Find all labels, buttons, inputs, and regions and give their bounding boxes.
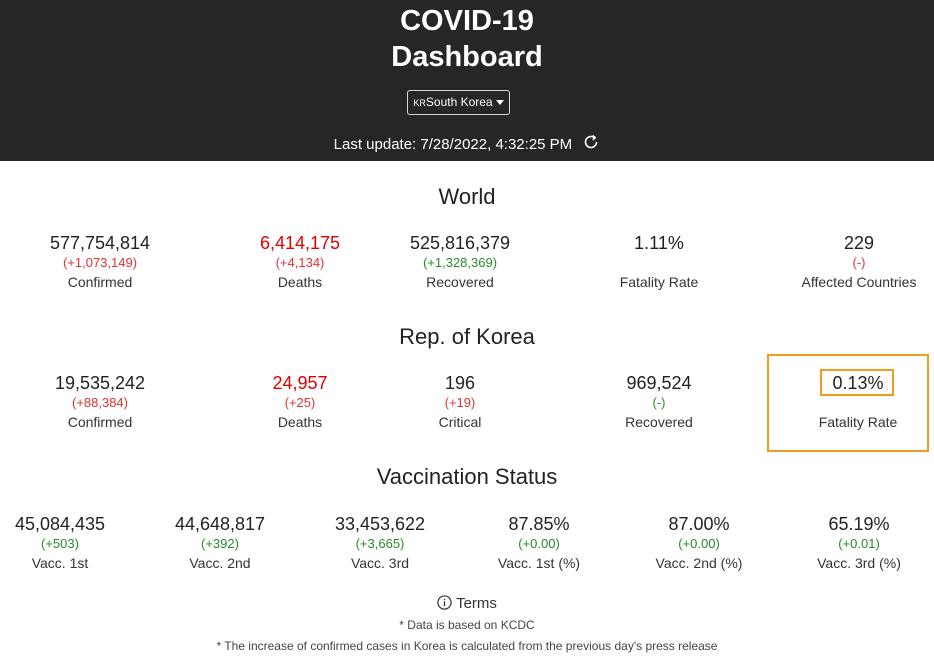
- page-title-line2: Dashboard: [391, 41, 543, 73]
- refresh-icon[interactable]: [582, 133, 600, 157]
- stat-label: Fatality Rate: [818, 414, 898, 430]
- stat-label: Confirmed: [67, 414, 133, 430]
- stat-delta: (+88,384): [71, 395, 128, 410]
- stat-delta: (+0.00): [518, 536, 560, 551]
- vacc-3rd-percent: 65.19% (+0.01) Vacc. 3rd (%): [769, 513, 934, 573]
- dashboard-header: COVID-19 Dashboard KRSouth Korea Last up…: [0, 0, 934, 161]
- stat-delta: (+4,134): [275, 255, 325, 270]
- info-icon: [437, 595, 452, 610]
- stat-label: Confirmed: [67, 274, 133, 290]
- stat-value: 196: [444, 373, 476, 393]
- caret-down-icon: [495, 100, 504, 106]
- korea-recovered: 969,524 (-) Recovered: [569, 372, 749, 432]
- stat-delta: (+3,665): [355, 536, 405, 551]
- stat-label: Recovered: [426, 274, 494, 290]
- stat-delta: (+503): [41, 536, 79, 551]
- section-title-vaccination: Vaccination Status: [376, 464, 558, 489]
- stat-value: 65.19%: [828, 514, 890, 534]
- page-title-line1: COVID-19: [400, 5, 534, 37]
- stat-label: Affected Countries: [801, 274, 917, 290]
- stat-value: 969,524: [626, 373, 692, 393]
- terms-link[interactable]: Terms: [437, 595, 497, 612]
- country-flag-text: KR: [413, 98, 426, 108]
- footnote-data-source: * Data is based on KCDC: [399, 618, 535, 632]
- stat-label: Vacc. 1st (%): [497, 555, 581, 571]
- stat-delta: (+0.01): [838, 536, 880, 551]
- stat-label: Vacc. 2nd: [189, 555, 251, 571]
- stat-delta: (+1,073,149): [62, 255, 138, 270]
- stat-value: 6,414,175: [259, 233, 341, 253]
- stat-value: 45,084,435: [14, 514, 106, 534]
- stat-delta: (+392): [201, 536, 239, 551]
- terms-row: Terms: [0, 594, 934, 614]
- vacc-2nd: 44,648,817 (+392) Vacc. 2nd: [130, 513, 310, 573]
- country-select-button[interactable]: KRSouth Korea: [407, 90, 510, 115]
- stat-value: 87.85%: [508, 514, 570, 534]
- korea-deaths: 24,957 (+25) Deaths: [210, 372, 390, 432]
- country-name: South Korea: [425, 95, 493, 109]
- stat-delta: (-): [652, 395, 666, 410]
- stat-label: Deaths: [277, 414, 323, 430]
- vacc-2nd-percent: 87.00% (+0.00) Vacc. 2nd (%): [609, 513, 789, 573]
- section-title-world: World: [438, 184, 496, 209]
- stat-value: 24,957: [272, 373, 328, 393]
- vacc-1st-percent: 87.85% (+0.00) Vacc. 1st (%): [449, 513, 629, 573]
- stat-delta: (+0.00): [678, 536, 720, 551]
- stat-label: Vacc. 3rd (%): [817, 555, 901, 571]
- stat-value: 577,754,814: [49, 233, 151, 253]
- stat-label: Fatality Rate: [619, 274, 699, 290]
- footnote-increase-calc: * The increase of confirmed cases in Kor…: [216, 639, 718, 653]
- vacc-3rd: 33,453,622 (+3,665) Vacc. 3rd: [290, 513, 470, 573]
- last-update: Last update: 7/28/2022, 4:32:25 PM: [0, 133, 934, 157]
- section-title-korea: Rep. of Korea: [399, 324, 535, 349]
- stat-label: Vacc. 3rd: [350, 555, 410, 571]
- vacc-1st: 45,084,435 (+503) Vacc. 1st: [0, 513, 150, 573]
- korea-confirmed: 19,535,242 (+88,384) Confirmed: [10, 372, 190, 432]
- stat-delta: (+25): [284, 395, 316, 410]
- world-deaths: 6,414,175 (+4,134) Deaths: [210, 232, 390, 292]
- world-recovered: 525,816,379 (+1,328,369) Recovered: [370, 232, 550, 292]
- stat-value: 229: [843, 233, 875, 253]
- stat-value: 525,816,379: [409, 233, 511, 253]
- world-confirmed: 577,754,814 (+1,073,149) Confirmed: [10, 232, 190, 292]
- stat-delta: (+19): [444, 395, 476, 410]
- korea-critical: 196 (+19) Critical: [370, 372, 550, 432]
- stat-label: Critical: [438, 414, 482, 430]
- terms-label: Terms: [456, 595, 497, 612]
- stat-value: 19,535,242: [54, 373, 146, 393]
- stat-delta: [569, 254, 749, 272]
- last-update-text: Last update: 7/28/2022, 4:32:25 PM: [333, 135, 573, 153]
- highlight-box: [767, 354, 929, 452]
- world-fatality-rate: 1.11% Fatality Rate: [569, 232, 749, 292]
- stat-label: Vacc. 2nd (%): [655, 555, 743, 571]
- stat-value: 33,453,622: [334, 514, 426, 534]
- stat-label: Vacc. 1st: [31, 555, 89, 571]
- stat-label: Deaths: [277, 274, 323, 290]
- stat-value: 1.11%: [634, 233, 684, 253]
- stat-delta: (+1,328,369): [422, 255, 498, 270]
- stat-value: 44,648,817: [174, 514, 266, 534]
- stat-delta: (-): [852, 255, 866, 270]
- stat-label: Recovered: [625, 414, 693, 430]
- world-affected-countries: 229 (-) Affected Countries: [769, 232, 934, 292]
- stat-value: 0.13%: [832, 373, 884, 393]
- highlight-box-inner: [820, 369, 894, 396]
- stat-value: 87.00%: [668, 514, 730, 534]
- korea-fatality-rate: 0.13% Fatality Rate: [768, 372, 934, 432]
